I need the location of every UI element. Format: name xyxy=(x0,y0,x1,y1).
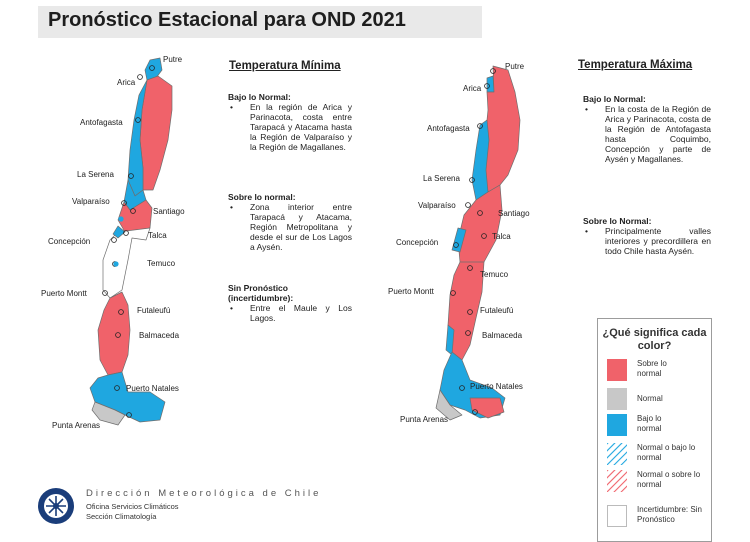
city-label: Putre xyxy=(163,55,183,64)
legend-label: Sobre lo normal xyxy=(637,359,667,378)
region-talca-blue xyxy=(112,225,126,239)
legend-swatch xyxy=(607,388,627,410)
legend-label: Normal o bajo lo normal xyxy=(637,443,696,462)
r-region-concepcion-coast xyxy=(451,227,467,253)
max-above-text: Principalmente valles interiores y preco… xyxy=(583,226,711,256)
region-magallanes xyxy=(89,371,166,423)
max-panel-heading: Temperatura Máxima xyxy=(578,59,693,71)
city-label: Concepción xyxy=(396,238,439,247)
city-label: Valparaíso xyxy=(418,201,456,210)
city-label: Antofagasta xyxy=(80,118,123,127)
city-label: Puerto Montt xyxy=(41,289,87,298)
min-none-heading: Sin Pronóstico (incertidumbre): xyxy=(228,283,294,303)
legend-label: Incertidumbre: Sin Pronóstico xyxy=(637,505,702,524)
legend-title: ¿Qué significa cada color? xyxy=(602,327,707,352)
legend-item: Normal o sobre lo normal xyxy=(607,470,711,494)
institution-line1: Oficina Servicios Climáticos xyxy=(86,502,179,511)
region-aysen xyxy=(97,291,131,376)
city-label: Punta Arenas xyxy=(400,415,449,424)
min-below-section: Bajo lo Normal: En la región de Arica y … xyxy=(228,92,352,152)
city-label: Putre xyxy=(505,62,525,71)
min-below-text: En la región de Arica y Parinacota, cost… xyxy=(228,102,352,152)
max-below-text: En la costa de la Región de Arica y Pari… xyxy=(583,104,711,164)
region-uncertain xyxy=(102,227,151,299)
legend-item: Normal xyxy=(607,388,711,412)
city-label: Valparaíso xyxy=(72,197,110,206)
city-label: Concepción xyxy=(48,237,91,246)
r-region-central xyxy=(457,184,503,271)
legend-item: Bajo lo normal xyxy=(607,414,711,438)
city-label: Puerto Natales xyxy=(126,384,179,393)
legend-item: Incertidumbre: Sin Pronóstico xyxy=(607,505,711,529)
city-label: Temuco xyxy=(147,259,176,268)
legend-swatch xyxy=(607,414,627,436)
city-label: Talca xyxy=(492,232,511,241)
max-below-section: Bajo lo Normal: En la costa de la Región… xyxy=(583,94,711,164)
city-label: La Serena xyxy=(423,174,460,183)
max-above-section: Sobre lo Normal: Principalmente valles i… xyxy=(583,216,711,256)
max-above-heading: Sobre lo Normal: xyxy=(583,216,652,226)
city-label: Puerto Montt xyxy=(388,287,434,296)
city-label: Balmaceda xyxy=(139,331,180,340)
min-panel-heading: Temperatura Mínima xyxy=(229,60,341,72)
r-region-north-coast xyxy=(471,119,490,201)
r-region-southern-islands xyxy=(435,389,463,421)
min-none-text: Entre el Maule y Los Lagos. xyxy=(228,303,352,323)
legend-item: Sobre lo normal xyxy=(607,359,711,383)
r-region-tierra-fuego xyxy=(469,397,505,419)
city-label: Balmaceda xyxy=(482,331,523,340)
legend-label: Bajo lo normal xyxy=(637,414,662,433)
city-label: Futaleufú xyxy=(480,306,514,315)
dmc-logo xyxy=(36,486,76,526)
min-below-heading: Bajo lo Normal: xyxy=(228,92,291,102)
region-southern-islands xyxy=(91,401,126,426)
r-region-south xyxy=(447,261,485,361)
min-none-section: Sin Pronóstico (incertidumbre): Entre el… xyxy=(228,283,352,323)
city-label: La Serena xyxy=(77,170,114,179)
min-above-text: Zona interior entre Tarapacá y Atacama, … xyxy=(228,202,352,252)
legend-swatch xyxy=(607,359,627,381)
min-above-section: Sobre lo normal: Zona interior entre Tar… xyxy=(228,192,352,252)
legend-swatch xyxy=(607,505,627,527)
city-label: Santiago xyxy=(153,207,185,216)
max-below-heading: Bajo lo Normal: xyxy=(583,94,646,104)
city-label: Futaleufú xyxy=(137,306,171,315)
color-legend: ¿Qué significa cada color? Sobre lo norm… xyxy=(597,318,712,542)
institution-line2: Sección Climatología xyxy=(86,512,157,521)
legend-swatch xyxy=(607,443,627,465)
map-maximum-temperature xyxy=(435,65,521,421)
city-label: Puerto Natales xyxy=(470,382,523,391)
page-title: Pronóstico Estacional para OND 2021 xyxy=(48,9,406,31)
city-label: Arica xyxy=(117,78,136,87)
city-label: Punta Arenas xyxy=(52,421,101,430)
min-above-heading: Sobre lo normal: xyxy=(228,192,296,202)
legend-swatch xyxy=(607,470,627,492)
city-label: Talca xyxy=(148,231,167,240)
legend-label: Normal o sobre lo normal xyxy=(637,470,701,489)
institution-name: Dirección Meteorológica de Chile xyxy=(86,488,322,499)
right-city-markers xyxy=(450,68,496,415)
city-label: Arica xyxy=(463,84,482,93)
left-dots xyxy=(113,216,124,267)
map-minimum-temperature xyxy=(89,57,173,426)
legend-item: Normal o bajo lo normal xyxy=(607,443,711,467)
city-label: Santiago xyxy=(498,209,530,218)
legend-label: Normal xyxy=(637,394,663,403)
city-label: Antofagasta xyxy=(427,124,470,133)
title-bar xyxy=(38,6,482,38)
city-label: Temuco xyxy=(480,270,509,279)
